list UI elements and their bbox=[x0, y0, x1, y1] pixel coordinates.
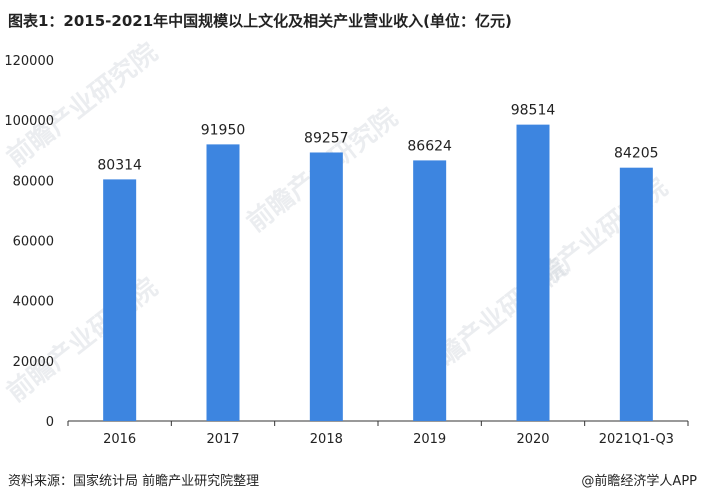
x-tick-label: 2021Q1-Q3 bbox=[599, 432, 674, 447]
bar bbox=[206, 144, 240, 422]
bar bbox=[516, 124, 550, 421]
y-tick-label: 80000 bbox=[13, 174, 54, 189]
bar bbox=[309, 152, 343, 421]
y-tick-label: 0 bbox=[46, 415, 54, 430]
y-tick-label: 120000 bbox=[4, 54, 54, 69]
x-tick-label: 2020 bbox=[516, 432, 549, 447]
y-tick-label: 60000 bbox=[13, 235, 54, 250]
data-label: 86624 bbox=[407, 138, 452, 154]
y-tick-label: 100000 bbox=[4, 114, 54, 129]
x-tick-label: 2018 bbox=[310, 432, 343, 447]
bar bbox=[413, 160, 447, 421]
x-tick-label: 2019 bbox=[413, 432, 446, 447]
data-label: 80314 bbox=[97, 157, 142, 173]
data-label: 84205 bbox=[614, 146, 659, 162]
source-note: 资料来源：国家统计局 前瞻产业研究院整理 bbox=[8, 474, 260, 489]
data-label: 89257 bbox=[304, 130, 349, 146]
brand-note: @前瞻经济学人APP bbox=[581, 474, 697, 489]
chart-title: 图表1：2015-2021年中国规模以上文化及相关产业营业收入(单位：亿元) bbox=[8, 12, 512, 30]
data-label: 98514 bbox=[511, 103, 556, 119]
bar bbox=[103, 179, 137, 421]
x-tick-label: 2017 bbox=[206, 432, 239, 447]
y-tick-label: 40000 bbox=[13, 295, 54, 310]
x-tick-label: 2016 bbox=[103, 432, 136, 447]
data-label: 91950 bbox=[201, 122, 246, 138]
y-tick-label: 20000 bbox=[13, 355, 54, 370]
bar bbox=[619, 167, 653, 421]
